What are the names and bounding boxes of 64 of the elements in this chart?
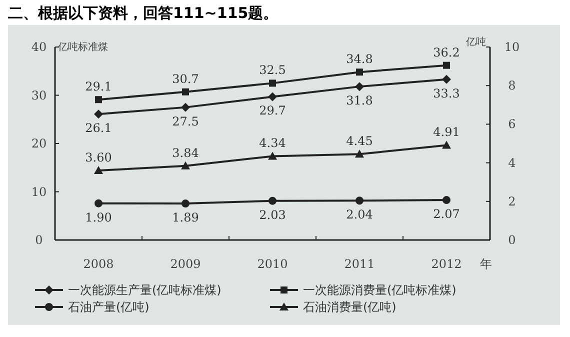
legend-label: 一次能源消费量(亿吨标准煤) bbox=[303, 283, 456, 297]
data-label: 32.5 bbox=[259, 63, 286, 78]
point bbox=[182, 88, 189, 96]
point bbox=[94, 110, 103, 119]
y2-tick-label: 4 bbox=[508, 156, 516, 170]
data-label: 1.89 bbox=[172, 210, 199, 225]
data-label: 4.34 bbox=[259, 136, 286, 150]
chart-title: 二、根据以下资料，回答111~115题。 bbox=[8, 4, 278, 22]
point bbox=[442, 196, 450, 204]
y-tick-label: 20 bbox=[31, 136, 47, 150]
x-axis-title: 年 bbox=[480, 257, 492, 271]
data-label: 36.2 bbox=[433, 45, 460, 60]
y-tick-label: 30 bbox=[31, 88, 47, 102]
y-axis-title: 亿吨标准煤 bbox=[57, 41, 108, 53]
y2-axis-title: 亿吨 bbox=[465, 36, 486, 48]
y2-tick-label: 0 bbox=[508, 233, 516, 247]
y2-tick-label: 6 bbox=[508, 117, 516, 132]
point bbox=[95, 96, 102, 104]
y2-tick-label: 2 bbox=[508, 194, 516, 208]
data-label: 30.7 bbox=[172, 72, 199, 86]
data-label: 2.07 bbox=[433, 207, 460, 222]
y-tick-label: 0 bbox=[35, 233, 43, 247]
point bbox=[94, 199, 102, 208]
y-tick-label: 10 bbox=[31, 184, 47, 199]
data-label: 3.84 bbox=[172, 146, 200, 160]
data-label: 29.1 bbox=[85, 80, 112, 94]
y2-tick-label: 10 bbox=[504, 40, 520, 54]
data-label: 27.5 bbox=[172, 114, 199, 128]
point bbox=[355, 150, 364, 158]
point bbox=[268, 196, 276, 205]
point bbox=[268, 92, 277, 102]
data-label: 4.45 bbox=[346, 134, 373, 148]
data-label: 1.90 bbox=[85, 210, 112, 224]
data-label: 26.1 bbox=[85, 121, 112, 136]
data-label: 33.3 bbox=[433, 86, 460, 100]
point bbox=[268, 152, 277, 160]
data-label: 3.60 bbox=[85, 150, 112, 165]
point bbox=[94, 166, 103, 174]
point bbox=[442, 74, 451, 84]
point bbox=[181, 102, 190, 112]
data-label: 4.91 bbox=[433, 125, 460, 140]
x-tick-label: 2010 bbox=[257, 257, 288, 271]
x-tick-label: 2012 bbox=[431, 257, 462, 271]
legend-label: 石油产量(亿吨) bbox=[68, 300, 150, 314]
point bbox=[355, 82, 364, 92]
data-label: 34.8 bbox=[346, 52, 373, 66]
point bbox=[356, 68, 363, 76]
legend-label: 石油消费量(亿吨) bbox=[303, 300, 396, 314]
data-label: 29.7 bbox=[259, 104, 286, 118]
point bbox=[182, 200, 190, 208]
point bbox=[181, 161, 190, 170]
y2-tick-label: 8 bbox=[508, 78, 516, 93]
x-tick-label: 2009 bbox=[170, 257, 201, 271]
point bbox=[356, 196, 364, 205]
legend-label: 一次能源生产量(亿吨标准煤) bbox=[68, 283, 222, 297]
x-tick-label: 2008 bbox=[83, 257, 114, 271]
point bbox=[269, 80, 276, 87]
x-tick-label: 2011 bbox=[344, 257, 375, 271]
point bbox=[443, 62, 450, 69]
data-label: 2.04 bbox=[346, 208, 374, 222]
data-label: 2.03 bbox=[259, 208, 286, 222]
point bbox=[442, 140, 451, 149]
data-label: 31.8 bbox=[346, 94, 373, 108]
y-tick-label: 40 bbox=[31, 40, 47, 54]
